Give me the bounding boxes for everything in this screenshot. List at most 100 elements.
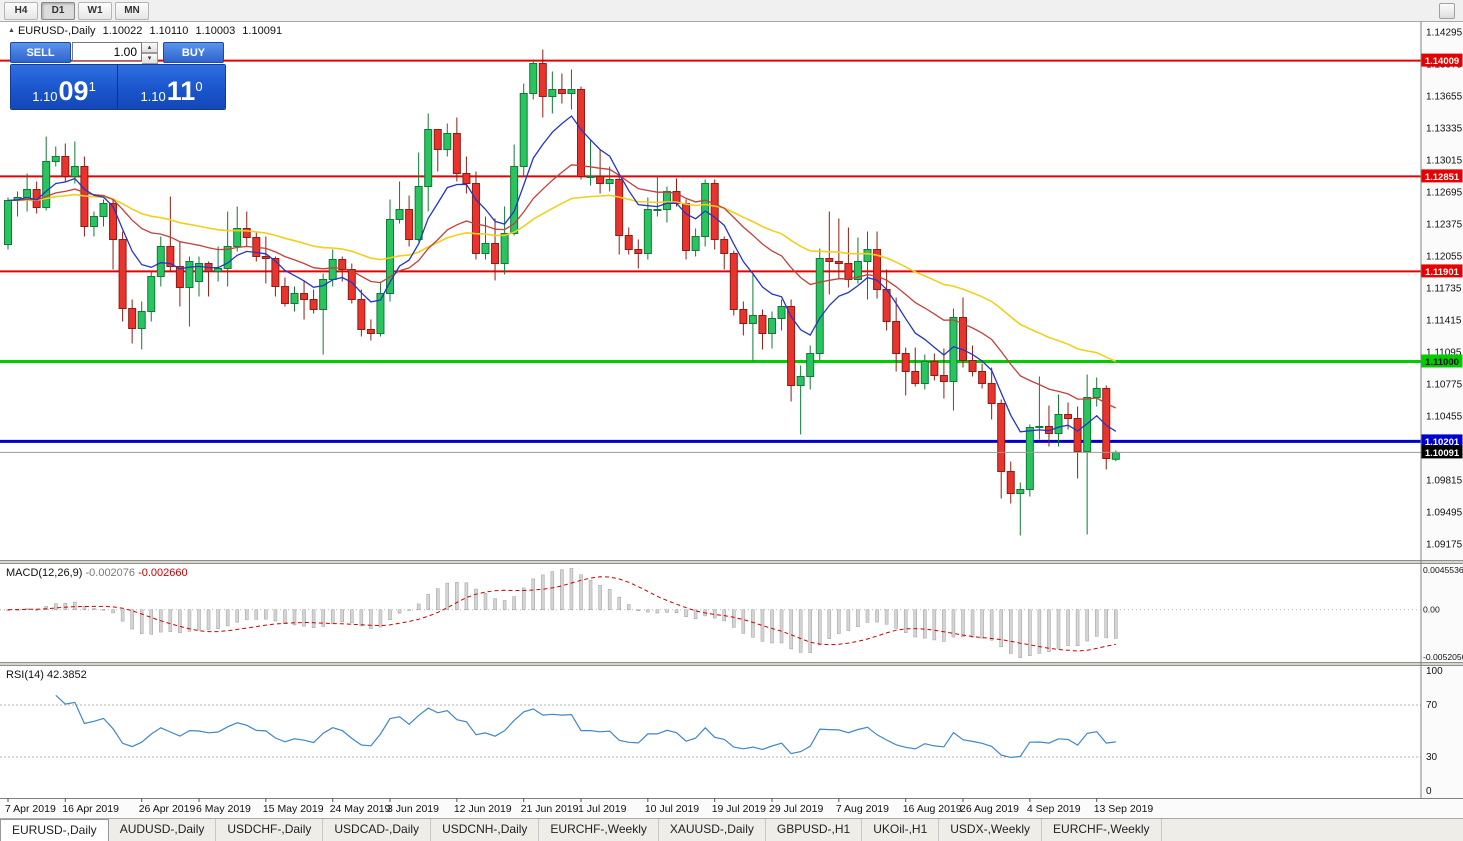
volume-up-icon[interactable]: ▴ [142, 42, 158, 53]
svg-text:1.12055: 1.12055 [1426, 252, 1463, 263]
candles-layer [4, 49, 1120, 536]
svg-text:15 May 2019: 15 May 2019 [263, 803, 324, 815]
tab-eurchf-weekly[interactable]: EURCHF-,Weekly [1042, 819, 1162, 841]
candle [395, 181, 404, 224]
candle [376, 281, 385, 337]
chart-area: 1.142951.139751.136551.133351.130151.126… [0, 22, 1463, 818]
tab-ukoil-h1[interactable]: UKOil-,H1 [862, 819, 940, 841]
candle [815, 248, 824, 361]
svg-text:26 Apr 2019: 26 Apr 2019 [139, 803, 196, 815]
svg-text:1.11901: 1.11901 [1425, 267, 1460, 278]
svg-text:7 Apr 2019: 7 Apr 2019 [5, 803, 56, 815]
svg-text:1.14009: 1.14009 [1425, 56, 1459, 67]
candle [1054, 394, 1063, 447]
candle [414, 152, 423, 242]
candle [959, 297, 967, 368]
candle [901, 347, 910, 396]
price-badge-1.12851: 1.12851 [1421, 169, 1463, 183]
candle [739, 301, 748, 336]
timeframe-buttons: H4 D1 W1 MN [4, 1, 152, 20]
svg-text:29 Jul 2019: 29 Jul 2019 [769, 803, 823, 815]
volume-input[interactable] [72, 42, 142, 61]
tab-gbpusd-h1[interactable]: GBPUSD-,H1 [766, 819, 863, 841]
ma-slow-line [7, 193, 1117, 363]
svg-text:1 Jul 2019: 1 Jul 2019 [578, 803, 627, 815]
svg-text:1.13655: 1.13655 [1426, 92, 1463, 103]
sell-price-sup: 1 [88, 79, 96, 94]
tab-eurchf-weekly[interactable]: EURCHF-,Weekly [539, 819, 659, 841]
candle [357, 289, 366, 337]
candle [462, 156, 471, 194]
rsi-line [55, 694, 1116, 759]
date-axis[interactable]: 7 Apr 2019 16 Apr 2019 26 Apr 2019 6 May 20… [0, 798, 1463, 815]
svg-text:1.09495: 1.09495 [1426, 508, 1463, 519]
candle [634, 239, 643, 269]
tab-xauusd-daily[interactable]: XAUUSD-,Daily [659, 819, 766, 841]
sell-button[interactable]: SELL [10, 42, 71, 63]
timeframe-mn[interactable]: MN [115, 1, 149, 20]
tab-usdcad-daily[interactable]: USDCAD-,Daily [323, 819, 432, 841]
tab-eurusd-daily[interactable]: EURUSD-,Daily [0, 819, 109, 841]
candle [911, 347, 920, 387]
buy-price-sup: 0 [195, 79, 203, 94]
tab-usdx-weekly[interactable]: USDX-,Weekly [939, 819, 1043, 841]
svg-text:16 Apr 2019: 16 Apr 2019 [62, 803, 119, 815]
candle [624, 227, 633, 255]
candle [175, 241, 184, 307]
candle [61, 143, 70, 182]
candle [185, 256, 194, 327]
volume-spinner: ▴ ▾ [142, 42, 158, 64]
candle [471, 171, 480, 260]
candle [768, 311, 776, 349]
svg-text:21 Jun 2019: 21 Jun 2019 [521, 803, 579, 815]
timeframe-d1[interactable]: D1 [41, 1, 75, 20]
sell-price-display[interactable]: 1.10 09 1 [11, 65, 118, 109]
svg-text:26 Aug 2019: 26 Aug 2019 [960, 803, 1019, 815]
candle [997, 399, 1006, 499]
buy-button[interactable]: BUY [163, 42, 224, 63]
macd-pane-separator[interactable] [0, 560, 1463, 564]
candle [548, 71, 557, 114]
candle [720, 236, 729, 270]
candle [796, 365, 805, 435]
price-badge-1.14009: 1.14009 [1421, 53, 1463, 67]
buy-price-display[interactable]: 1.10 11 0 [118, 65, 225, 109]
candle [691, 228, 700, 257]
tab-usdchf-daily[interactable]: USDCHF-,Daily [216, 819, 324, 841]
ma-fast-line [7, 115, 1117, 433]
macd-signal-line [7, 576, 1116, 652]
candle [4, 197, 12, 250]
candle [109, 199, 118, 270]
svg-text:1.12695: 1.12695 [1426, 188, 1463, 199]
candle [433, 129, 442, 172]
svg-text:0: 0 [1426, 786, 1432, 797]
volume-down-icon[interactable]: ▾ [142, 53, 158, 64]
tab-usdcnh-daily[interactable]: USDCNH-,Daily [431, 819, 540, 841]
candle [366, 319, 375, 341]
rsi-pane-separator[interactable] [0, 662, 1463, 666]
candle [930, 353, 939, 381]
ohlc-high: 1.10110 [149, 25, 189, 37]
candle [605, 166, 614, 192]
chart-symbol-label: EURUSD-,Daily [17, 25, 96, 37]
candle [710, 179, 719, 250]
candle [653, 175, 662, 217]
candle [242, 211, 251, 247]
svg-text:1.11415: 1.11415 [1426, 316, 1462, 327]
candle [939, 348, 948, 399]
candle [844, 227, 853, 288]
timeframe-h4[interactable]: H4 [4, 1, 38, 20]
chart-canvas[interactable]: 1.142951.139751.136551.133351.130151.126… [0, 22, 1463, 818]
timeframe-w1[interactable]: W1 [78, 1, 112, 20]
ohlc-close: 1.10091 [242, 25, 283, 37]
tab-audusd-daily[interactable]: AUDUSD-,Daily [109, 819, 217, 841]
one-click-trading-panel: SELL ▴ ▾ BUY 1.10 09 1 1.10 [10, 42, 226, 110]
price-badge-1.11000: 1.11000 [1421, 354, 1463, 368]
svg-text:1.12851: 1.12851 [1425, 172, 1460, 183]
candle [319, 273, 328, 355]
toolbar-corner-button[interactable] [1439, 3, 1455, 19]
svg-text:30: 30 [1426, 752, 1438, 763]
candle [643, 197, 652, 260]
svg-text:0.00: 0.00 [1423, 605, 1440, 615]
